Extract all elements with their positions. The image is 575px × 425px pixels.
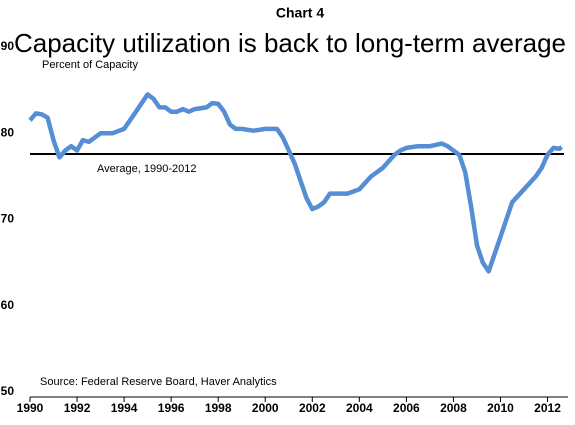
data-line [28, 92, 563, 274]
x-tick-label: 2004 [346, 401, 373, 415]
x-tick-label: 2012 [534, 401, 561, 415]
x-tick-label: 2008 [440, 401, 467, 415]
chart-label: Chart 4 [276, 5, 324, 21]
y-tick-label: 50 [1, 384, 15, 398]
x-tick-label: 2000 [252, 401, 279, 415]
y-tick-label: 90 [1, 39, 15, 53]
x-tick-label: 1996 [158, 401, 185, 415]
x-tick-label: 1998 [205, 401, 232, 415]
y-tick-label: 60 [1, 298, 15, 312]
x-tick-label: 1994 [111, 401, 138, 415]
y-tick-label: 70 [1, 212, 15, 226]
y-axis-label: Percent of Capacity [42, 59, 138, 71]
average-label: Average, 1990-2012 [97, 163, 197, 175]
x-tick-label: 2006 [393, 401, 420, 415]
y-tick-label: 80 [1, 125, 15, 139]
x-tick-label: 1990 [17, 401, 44, 415]
x-tick-label: 1992 [64, 401, 91, 415]
x-tick-label: 2002 [299, 401, 326, 415]
x-tick-label: 2010 [487, 401, 514, 415]
source-note: Source: Federal Reserve Board, Haver Ana… [40, 376, 277, 388]
chart-title: Capacity utilization is back to long-ter… [14, 28, 566, 58]
